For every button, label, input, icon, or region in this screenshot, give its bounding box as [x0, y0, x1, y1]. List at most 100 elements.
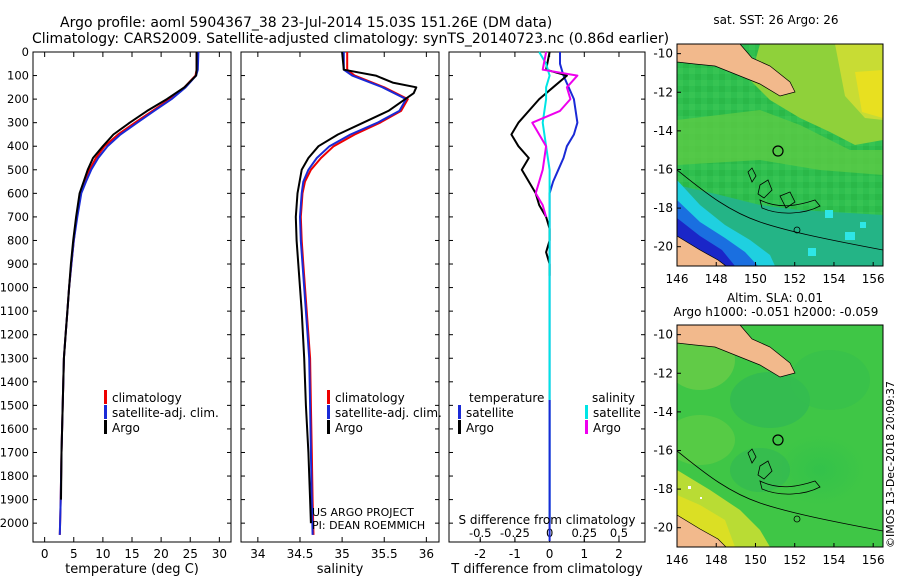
sla-map-title-line1: Altim. SLA: 0.01 [727, 291, 823, 305]
map-x-tick-label: 156 [862, 553, 885, 567]
y-tick-label: 1300 [0, 351, 29, 365]
legend-label-climatology: climatology [112, 391, 182, 405]
legend-swatch-temp-satellite [458, 405, 461, 419]
top-x-tick-label: -0.25 [500, 526, 530, 540]
y-tick-label: 900 [7, 257, 29, 271]
x-tick-label: 5 [70, 547, 78, 561]
map-y-tick-label: -12 [653, 366, 673, 380]
y-tick-label: 500 [7, 163, 29, 177]
map-y-tick-label: -12 [653, 85, 673, 99]
legend-swatch-argo [327, 420, 330, 434]
x-tick-label: 20 [153, 547, 168, 561]
legend-label-climatology: climatology [335, 391, 405, 405]
map-y-tick-label: -16 [653, 162, 673, 176]
x-tick-label: -1 [509, 547, 521, 561]
y-tick-label: 100 [7, 69, 29, 83]
argo-location-marker [772, 145, 784, 157]
y-tick-label: 1900 [0, 493, 29, 507]
x-tick-label: 1 [580, 547, 588, 561]
map-x-tick-label: 156 [862, 272, 885, 286]
salinity-plot-frame [240, 51, 440, 543]
legend-label-satellite: satellite-adj. clim. [112, 406, 219, 420]
legend-swatch-climatology [104, 390, 107, 404]
map-x-tick-label: 148 [705, 272, 728, 286]
map-y-tick-label: -14 [653, 405, 673, 419]
legend-label-satellite: satellite-adj. clim. [335, 406, 442, 420]
salinity-xlabel: salinity [317, 562, 364, 577]
map-x-tick-label: 152 [783, 272, 806, 286]
x-tick-label: 0 [41, 547, 49, 561]
map-x-tick-label: 154 [822, 272, 845, 286]
credit-project: US ARGO PROJECT [312, 506, 414, 519]
legend-swatch-sal-argo [585, 420, 588, 434]
map-y-tick-label: -20 [653, 240, 673, 254]
y-tick-label: 800 [7, 233, 29, 247]
series-line-argo [60, 52, 198, 500]
map-x-tick-label: 146 [666, 272, 689, 286]
y-tick-label: 1600 [0, 422, 29, 436]
argo-location-marker [772, 434, 784, 446]
imos-stamp: ©IMOS 13-Dec-2018 20:09:37 [884, 381, 897, 548]
legend-swatch-satellite [327, 405, 330, 419]
series-line-salinity-satellite [538, 51, 551, 524]
map-x-tick-label: 152 [783, 553, 806, 567]
legend-title-salinity: salinity [592, 391, 635, 405]
salinity-legend: climatology satellite-adj. clim. Argo [327, 390, 442, 435]
legend-label-argo: Argo [335, 421, 363, 435]
top-x-tick-label: -0.5 [469, 526, 491, 540]
map-y-tick-label: -20 [653, 521, 673, 535]
sla-map-frame [676, 324, 884, 548]
figure-title-line1: Argo profile: aoml 5904367_38 23-Jul-201… [60, 15, 552, 31]
sla-map-field [677, 325, 883, 547]
map-y-tick-label: -16 [653, 443, 673, 457]
map-x-tick-label: 150 [744, 553, 767, 567]
difference-legend: temperature satellite Argo salinity sate… [458, 391, 641, 435]
y-tick-label: 200 [7, 92, 29, 106]
sst-map: sat. SST: 26 Argo: 26 [653, 13, 884, 286]
map-y-tick-label: -18 [653, 482, 673, 496]
y-tick-label: 2000 [0, 516, 29, 530]
y-tick-label: 1400 [0, 375, 29, 389]
x-tick-label: 35.5 [371, 547, 398, 561]
legend-swatch-sal-satellite [585, 405, 588, 419]
x-tick-label: 30 [212, 547, 227, 561]
x-tick-label: 34 [250, 547, 265, 561]
map-x-tick-label: 154 [822, 553, 845, 567]
top-x-tick-label: 0.5 [610, 526, 628, 540]
y-tick-label: 700 [7, 210, 29, 224]
legend-label-temp-satellite: satellite [466, 406, 514, 420]
x-tick-label: 10 [95, 547, 110, 561]
y-tick-label: 600 [7, 186, 29, 200]
difference-xlabel: T difference from climatology [450, 562, 643, 577]
sst-map-title: sat. SST: 26 Argo: 26 [713, 13, 838, 27]
salinity-chart: 34 34.5 35 35.5 36 salinity climatology sate… [240, 51, 442, 577]
difference-plot-frame [448, 51, 646, 543]
y-tick-label: 1500 [0, 398, 29, 412]
legend-swatch-temp-argo [458, 420, 461, 434]
map-y-tick-label: -10 [653, 328, 673, 342]
y-tick-label: 1700 [0, 445, 29, 459]
x-tick-label: 2 [615, 547, 623, 561]
x-tick-label: 36 [419, 547, 434, 561]
x-tick-label: 35 [334, 547, 349, 561]
legend-label-sal-argo: Argo [593, 421, 621, 435]
y-tick-label: 1200 [0, 328, 29, 342]
x-tick-label: 0 [546, 547, 554, 561]
map-x-tick-label: 148 [705, 553, 728, 567]
x-tick-label: -2 [474, 547, 486, 561]
top-x-tick-label: 0.25 [571, 526, 597, 540]
credit-pi: PI: DEAN ROEMMICH [312, 519, 425, 532]
y-tick-label: 0 [22, 45, 29, 59]
figure-title-line2: Climatology: CARS2009. Satellite-adjuste… [32, 31, 669, 47]
sla-map: Altim. SLA: 0.01 Argo h1000: -0.051 h200… [653, 291, 884, 567]
series-line-satellite-adj-clim- [299, 52, 408, 535]
y-tick-label: 300 [7, 116, 29, 130]
difference-top-xlabel: S difference from climatology [459, 513, 636, 527]
sst-map-frame [676, 43, 884, 267]
temperature-xlabel: temperature (deg C) [65, 562, 199, 577]
legend-swatch-satellite [104, 405, 107, 419]
map-x-tick-label: 150 [744, 272, 767, 286]
x-tick-label: 34.5 [287, 547, 314, 561]
